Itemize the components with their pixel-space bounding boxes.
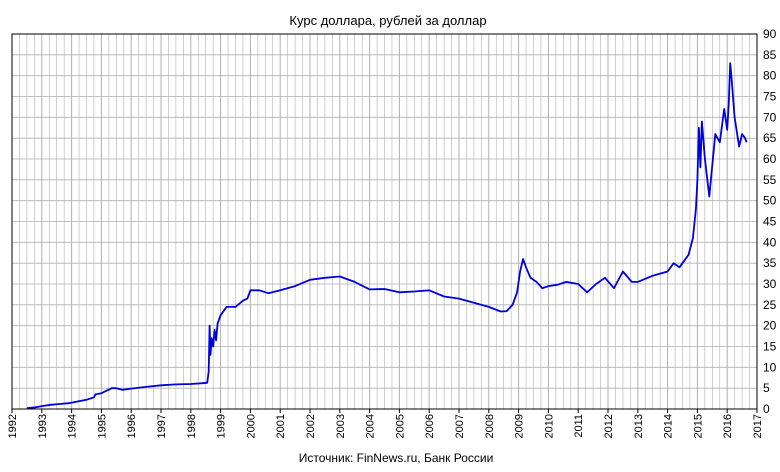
source-note: Источник: FinNews.ru, Банк России	[299, 451, 494, 465]
x-tick-label: 2013	[633, 414, 645, 438]
x-tick-label: 2004	[365, 414, 377, 438]
x-tick-label: 2015	[692, 414, 704, 438]
x-tick-label: 2011	[573, 414, 585, 438]
x-tick-label: 2003	[335, 414, 347, 438]
x-tick-label: 2006	[424, 414, 436, 438]
y-tick-label: 65	[763, 131, 777, 145]
x-tick-label: 2017	[752, 414, 764, 438]
x-tick-label: 2012	[603, 414, 615, 438]
x-tick-label: 2014	[663, 414, 675, 438]
y-axis: 0 5 10 15 20 25 30 35 40 45 50 55 60 65 70 75 80 85 90	[763, 27, 777, 416]
x-tick-label: 2002	[305, 414, 317, 438]
y-tick-label: 60	[763, 152, 777, 166]
x-tick-label: 1995	[96, 414, 108, 438]
x-tick-label: 1997	[156, 414, 168, 438]
x-tick-label: 2007	[454, 414, 466, 438]
x-tick-label: 2000	[245, 414, 257, 438]
y-tick-label: 0	[763, 402, 770, 416]
y-tick-label: 35	[763, 256, 777, 270]
x-axis: 1992 1993 1994 1995 1996 1997 1998 1999 2000 2001…	[7, 409, 764, 438]
x-tick-label: 1993	[37, 414, 49, 438]
y-tick-label: 80	[763, 69, 777, 83]
series-line	[26, 62, 748, 410]
y-tick-label: 55	[763, 173, 777, 187]
y-tick-label: 10	[763, 360, 777, 374]
y-tick-label: 85	[763, 48, 777, 62]
y-tick-label: 25	[763, 298, 777, 312]
x-tick-label: 2009	[514, 414, 526, 438]
x-tick-label: 2008	[484, 414, 496, 438]
x-tick-label: 2001	[275, 414, 287, 438]
y-tick-label: 50	[763, 194, 777, 208]
x-tick-label: 2010	[543, 414, 555, 438]
y-tick-label: 5	[763, 381, 770, 395]
y-tick-label: 90	[763, 27, 777, 41]
y-tick-label: 15	[763, 340, 777, 354]
x-tick-label: 2005	[394, 414, 406, 438]
chart-title: Курс доллара, рублей за доллар	[289, 13, 486, 28]
y-tick-label: 30	[763, 277, 777, 291]
x-tick-label: 1998	[186, 414, 198, 438]
x-tick-label: 1999	[216, 414, 228, 438]
y-tick-label: 45	[763, 215, 777, 229]
y-tick-label: 70	[763, 110, 777, 124]
x-tick-label: 1992	[7, 414, 19, 438]
y-tick-label: 20	[763, 319, 777, 333]
y-tick-label: 40	[763, 235, 777, 249]
plot-frame	[11, 33, 758, 410]
x-tick-label: 1996	[126, 414, 138, 438]
x-tick-label: 1994	[67, 414, 79, 438]
x-tick-label: 2016	[722, 414, 734, 438]
grid-lines	[11, 33, 758, 410]
y-tick-label: 75	[763, 90, 777, 104]
